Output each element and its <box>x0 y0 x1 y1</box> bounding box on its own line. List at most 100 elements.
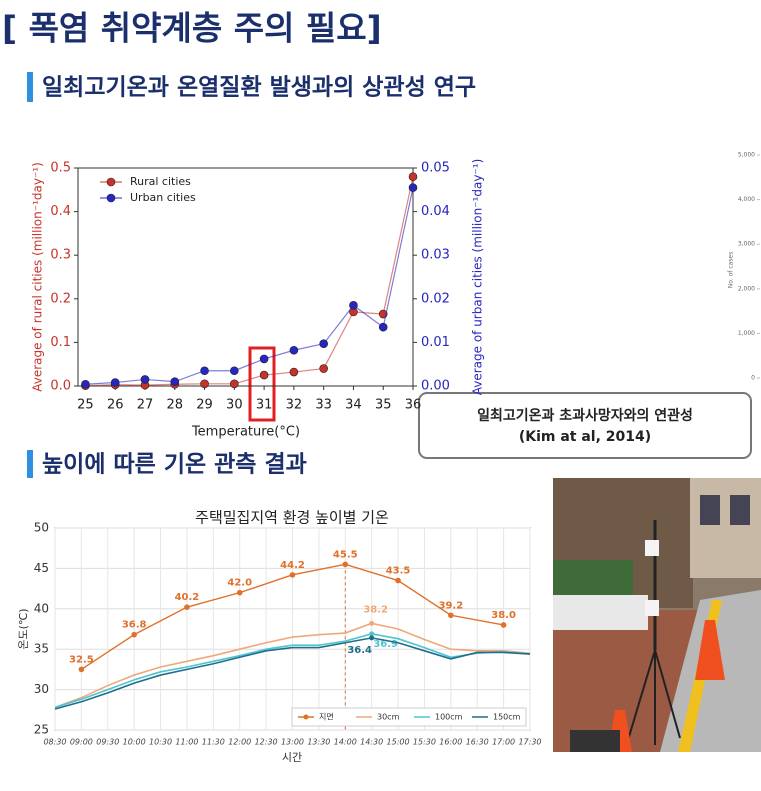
data-point <box>200 379 209 389</box>
legend-marker <box>106 193 116 203</box>
y-axis-label: Average of rural cities (million⁻¹day⁻¹) <box>31 162 45 392</box>
x-tick-label: 28 <box>167 398 184 413</box>
x-tick-label: 15:00 <box>387 738 410 747</box>
data-label: 36.8 <box>122 620 147 631</box>
legend-label: 지면 <box>319 712 334 722</box>
slide-title: [ 폭염 취약계층 주의 필요] <box>2 9 382 48</box>
legend-label: Rural cities <box>130 175 191 188</box>
legend-label: Urban cities <box>130 191 196 204</box>
x-tick-label: 36 <box>405 398 422 413</box>
x-tick-label: 26 <box>107 398 124 413</box>
y-tick-label: 0.3 <box>50 248 71 263</box>
photo <box>553 478 761 752</box>
y-tick-label: 30 <box>34 682 49 696</box>
data-label: 36.9 <box>373 639 398 650</box>
x-tick-label: 13:30 <box>307 738 330 747</box>
data-label: 36.4 <box>347 645 372 656</box>
data-point <box>131 631 137 638</box>
y2-tick-label: 0.03 <box>421 248 450 263</box>
data-point <box>342 561 349 568</box>
data-point <box>289 367 299 377</box>
data-point <box>230 366 239 376</box>
data-point <box>259 354 269 364</box>
data-label: 38.2 <box>363 604 388 615</box>
x-tick-label: 32 <box>286 398 303 413</box>
y-tick-label: 3,000 <box>738 241 755 248</box>
callout-box <box>418 392 752 459</box>
plot-frame <box>77 167 414 387</box>
y2-tick-label: 0.02 <box>421 291 450 306</box>
data-point <box>408 183 418 192</box>
x-tick-label: 29 <box>196 398 213 413</box>
series-line <box>54 633 531 709</box>
data-point <box>184 604 190 610</box>
data-label: 42.0 <box>227 578 252 589</box>
y2-axis-label: Average of urban cities (million⁻¹day⁻¹) <box>471 159 485 396</box>
data-point <box>378 322 388 332</box>
data-point <box>500 622 507 628</box>
data-point <box>369 631 375 637</box>
y-tick-label: 1,000 <box>738 330 755 337</box>
x-axis-label: 시간 <box>282 751 302 764</box>
y2-tick-label: 0.04 <box>421 204 450 219</box>
data-label: 32.5 <box>69 654 94 665</box>
callout-text: 일최고기온과 초과사망자와의 연관성 <box>477 407 693 424</box>
series-line <box>85 187 414 385</box>
x-tick-label: 09:30 <box>96 738 119 747</box>
x-tick-label: 11:30 <box>202 738 225 747</box>
x-axis-label: Temperature(°C) <box>191 425 300 440</box>
data-point <box>319 364 328 373</box>
y-tick-label: 4,000 <box>738 196 755 203</box>
x-tick-label: 12:00 <box>228 738 251 747</box>
y2-tick-label: 0.05 <box>421 161 450 176</box>
data-label: 44.2 <box>280 560 305 571</box>
x-tick-label: 33 <box>315 398 332 413</box>
y-axis-label: No. of cases <box>728 252 735 288</box>
x-tick-label: 10:00 <box>123 738 146 747</box>
series-line <box>54 622 531 709</box>
legend-marker <box>106 177 116 187</box>
y-tick-label: 0.5 <box>50 161 71 176</box>
series-line <box>54 637 531 710</box>
data-label: 38.0 <box>491 610 516 621</box>
y-tick-label: 2,000 <box>738 285 755 292</box>
y-tick-label: 0 <box>751 375 755 382</box>
x-tick-label: 16:00 <box>439 738 462 747</box>
x-tick-label: 15:30 <box>413 738 436 747</box>
heading-bar <box>27 450 33 478</box>
data-point <box>200 366 209 376</box>
x-tick-label: 17:00 <box>492 738 515 747</box>
x-tick-label: 13:00 <box>281 738 304 747</box>
x-tick-label: 31 <box>256 398 273 413</box>
data-point <box>230 379 239 389</box>
legend-label: 30cm <box>377 713 400 722</box>
data-point <box>369 620 375 626</box>
y-tick-label: 0.2 <box>50 291 71 306</box>
x-tick-label: 14:30 <box>360 738 383 747</box>
x-tick-label: 10:30 <box>149 738 172 747</box>
y-tick-label: 25 <box>34 723 49 737</box>
y-tick-label: 0.4 <box>50 204 71 219</box>
data-point <box>170 377 180 386</box>
data-point <box>259 370 269 380</box>
x-tick-label: 14:00 <box>334 738 357 747</box>
highlight-box <box>248 346 276 422</box>
data-point <box>369 635 375 641</box>
heading-bar <box>27 72 33 102</box>
data-point <box>289 345 299 355</box>
x-tick-label: 30 <box>226 398 243 413</box>
data-point <box>448 612 454 619</box>
legend-marker <box>303 714 309 720</box>
x-tick-label: 25 <box>77 398 94 413</box>
y-tick-label: 35 <box>34 642 49 656</box>
y-tick-label: 0.0 <box>50 379 71 394</box>
legend-box <box>291 707 527 727</box>
data-point <box>78 666 85 673</box>
section-heading: 일최고기온과 온열질환 발생과의 상관성 연구 <box>42 75 476 101</box>
y2-tick-label: 0.00 <box>421 379 450 394</box>
data-point <box>289 572 296 578</box>
series-line <box>85 176 414 387</box>
data-label: 43.5 <box>386 566 411 577</box>
x-tick-label: 34 <box>345 398 362 413</box>
